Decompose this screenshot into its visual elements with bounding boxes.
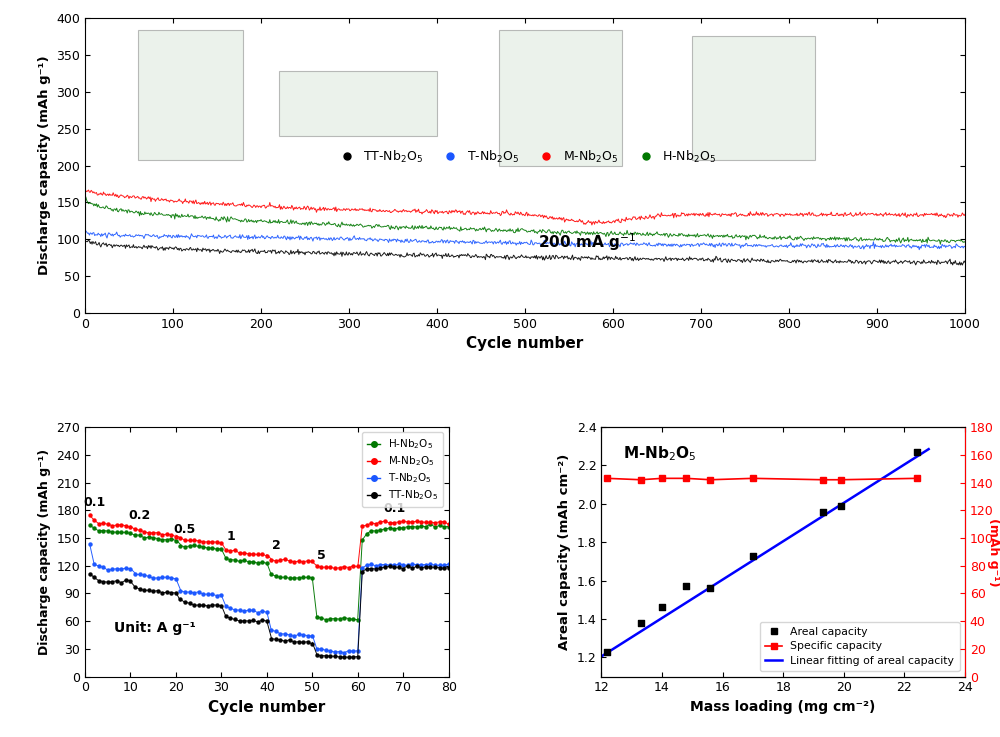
Areal capacity (702, 582, 718, 594)
Areal capacity (909, 446, 925, 458)
Specific capacity (817, 475, 829, 484)
Legend: H-Nb$_2$O$_5$, M-Nb$_2$O$_5$, T-Nb$_2$O$_5$, TT-Nb$_2$O$_5$: H-Nb$_2$O$_5$, M-Nb$_2$O$_5$, T-Nb$_2$O$… (362, 433, 443, 507)
X-axis label: Mass loading (mg cm⁻²): Mass loading (mg cm⁻²) (690, 700, 876, 714)
Line: Specific capacity: Specific capacity (604, 475, 920, 483)
Areal capacity (833, 500, 849, 511)
Areal capacity (654, 601, 670, 613)
Text: 2: 2 (272, 539, 280, 552)
FancyBboxPatch shape (692, 36, 815, 160)
Specific capacity (747, 474, 759, 483)
Specific capacity (656, 474, 668, 483)
Text: 200 mA g$^{-1}$: 200 mA g$^{-1}$ (538, 231, 636, 253)
Areal capacity (745, 550, 761, 562)
Y-axis label: Discharge capacity (mAh g⁻¹): Discharge capacity (mAh g⁻¹) (38, 56, 51, 276)
Text: M-Nb$_2$O$_5$: M-Nb$_2$O$_5$ (623, 444, 697, 464)
Areal capacity (599, 646, 615, 657)
Specific capacity (911, 474, 923, 483)
Areal capacity (815, 506, 831, 517)
Specific capacity (601, 474, 613, 483)
Y-axis label: Specific capacity
(mAh g⁻¹): Specific capacity (mAh g⁻¹) (987, 493, 1000, 611)
Y-axis label: Areal capacity (mAh cm⁻²): Areal capacity (mAh cm⁻²) (558, 454, 571, 650)
Text: 0.1: 0.1 (383, 502, 405, 515)
Text: Unit: A g⁻¹: Unit: A g⁻¹ (114, 621, 196, 635)
X-axis label: Cycle number: Cycle number (466, 336, 584, 352)
Y-axis label: Discharge capacity (mAh g⁻¹): Discharge capacity (mAh g⁻¹) (38, 449, 51, 655)
FancyBboxPatch shape (499, 30, 622, 166)
Specific capacity (835, 475, 847, 484)
Text: 5: 5 (317, 549, 326, 562)
Specific capacity (680, 474, 692, 483)
Text: 0.2: 0.2 (128, 509, 151, 523)
Areal capacity (678, 581, 694, 593)
Text: 0.1: 0.1 (83, 495, 105, 509)
Specific capacity (704, 475, 716, 484)
X-axis label: Cycle number: Cycle number (208, 700, 325, 715)
FancyBboxPatch shape (138, 30, 243, 160)
Legend: Areal capacity, Specific capacity, Linear fitting of areal capacity: Areal capacity, Specific capacity, Linea… (760, 621, 960, 671)
Text: 1: 1 (226, 530, 235, 543)
Specific capacity (635, 475, 647, 484)
FancyBboxPatch shape (279, 71, 437, 136)
Legend: TT-Nb$_2$O$_5$, T-Nb$_2$O$_5$, M-Nb$_2$O$_5$, H-Nb$_2$O$_5$: TT-Nb$_2$O$_5$, T-Nb$_2$O$_5$, M-Nb$_2$O… (328, 142, 722, 171)
Areal capacity (633, 617, 649, 629)
Text: 0.5: 0.5 (174, 523, 196, 537)
